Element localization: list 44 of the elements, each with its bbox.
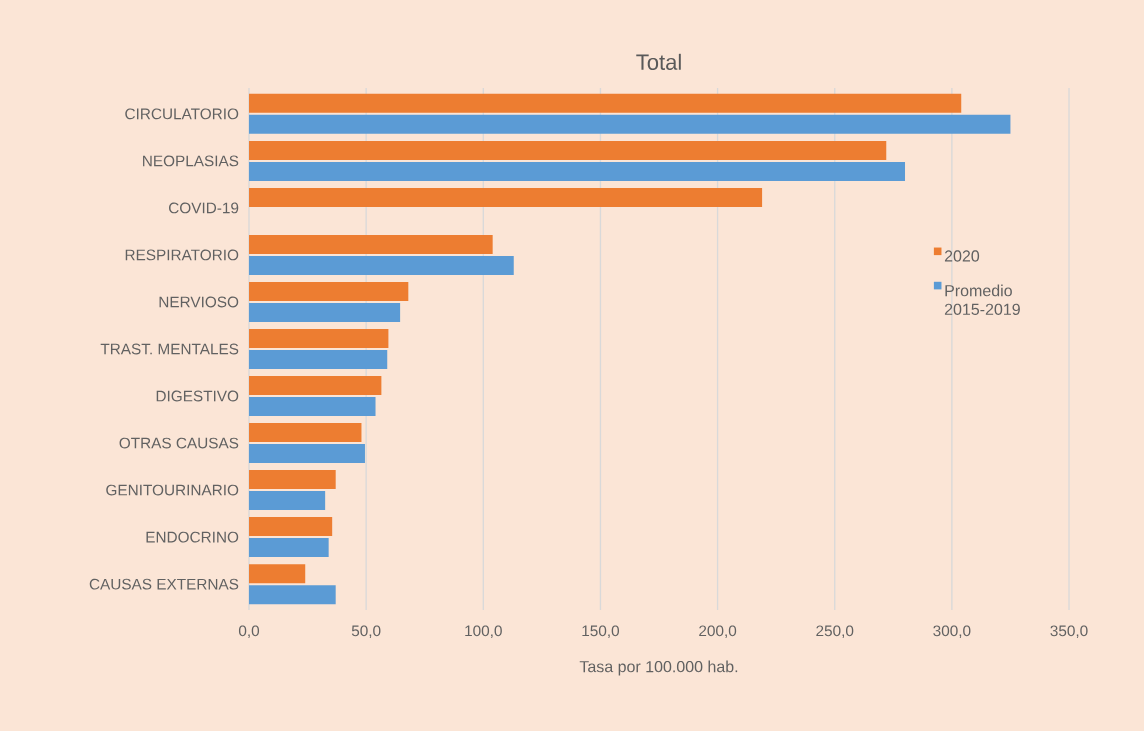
bar — [249, 564, 306, 584]
bar — [249, 585, 336, 605]
y-tick-label: ENDOCRINO — [146, 531, 239, 543]
x-tick-label: 200,0 — [699, 625, 737, 639]
bar — [249, 350, 388, 370]
bar — [249, 470, 336, 490]
y-tick-label: COVID-19 — [169, 202, 239, 214]
bar — [249, 444, 365, 464]
chart-title: Total — [636, 53, 681, 70]
x-axis-title: Tasa por 100.000 hab. — [579, 660, 738, 676]
x-tick-label: 300,0 — [933, 625, 971, 639]
bar — [249, 397, 376, 417]
y-tick-label: OTRAS CAUSAS — [119, 437, 239, 449]
x-tick-label: 250,0 — [816, 625, 854, 639]
y-tick-label: RESPIRATORIO — [125, 249, 239, 261]
bar — [249, 114, 1011, 134]
legend-label: 2020 — [944, 250, 980, 262]
x-tick-label: 50,0 — [351, 625, 381, 639]
x-tick-label: 100,0 — [465, 625, 502, 639]
x-tick-label: 350,0 — [1050, 625, 1088, 639]
bar — [249, 93, 962, 113]
y-tick-label: CIRCULATORIO — [125, 108, 239, 120]
bar — [249, 161, 906, 181]
bar — [249, 281, 409, 301]
bar — [249, 302, 401, 322]
bar — [249, 187, 763, 207]
legend-label: Promedio 2015-2019 — [944, 284, 1020, 315]
y-tick-label: TRAST. MENTALES — [100, 343, 239, 355]
bar — [249, 538, 329, 558]
y-tick-label: NEOPLASIAS — [143, 155, 239, 167]
bar — [249, 376, 382, 396]
bar — [249, 140, 887, 160]
y-tick-label: DIGESTIVO — [156, 390, 239, 402]
y-tick-label: CAUSAS EXTERNAS — [89, 578, 239, 590]
x-tick-label: 0,0 — [238, 625, 260, 639]
bar — [249, 255, 514, 275]
y-tick-label: GENITOURINARIO — [106, 484, 239, 496]
x-tick-label: 150,0 — [582, 625, 620, 639]
bar — [249, 423, 362, 443]
bar — [249, 491, 326, 511]
y-tick-label: NERVIOSO — [159, 296, 239, 308]
bar — [249, 234, 493, 254]
bar — [249, 329, 389, 348]
bar — [249, 517, 333, 537]
